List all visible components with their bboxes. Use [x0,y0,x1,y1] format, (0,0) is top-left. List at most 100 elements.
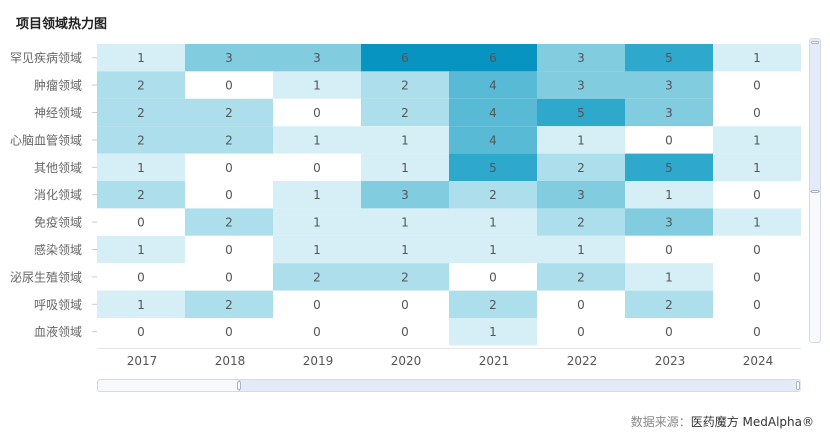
heatmap-cell-value: 1 [137,243,145,257]
heatmap-cell [185,290,273,318]
y-axis-label: 血液领域 [34,324,82,339]
heatmap-cell [713,290,801,318]
heatmap-cell-value: 2 [577,270,585,284]
heatmap-cell [625,208,713,236]
heatmap-cell [97,290,185,318]
heatmap-cell-value: 0 [137,216,145,230]
heatmap-cell-value: 0 [225,270,233,284]
heatmap-cell-value: 2 [665,298,673,312]
heatmap-cell [97,263,185,291]
heatmap-cell-value: 3 [313,51,321,65]
heatmap-cell-value: 0 [753,106,761,120]
heatmap-cell [97,44,185,72]
heatmap-cell-value: 3 [665,216,673,230]
heatmap-cell-value: 1 [665,188,673,202]
heatmap-cell [361,263,449,291]
heatmap-cell [273,318,361,346]
heatmap-cell [713,98,801,127]
heatmap-cell-value: 2 [137,188,145,202]
horizontal-zoom-handle-left[interactable] [237,381,241,390]
heatmap-cell [713,126,801,154]
heatmap-cell-value: 1 [401,133,409,147]
y-axis-label: 呼吸领域 [34,298,82,312]
heatmap-cell [361,71,449,99]
heatmap-cell [273,153,361,181]
heatmap-cell-value: 1 [753,51,761,65]
heatmap-cell [625,181,713,209]
heatmap-cell-value: 0 [577,298,585,312]
heatmap-cell-value: 1 [665,270,673,284]
heatmap-cell [713,44,801,72]
horizontal-zoom-thumb[interactable] [239,380,801,391]
x-axis-label: 2023 [655,354,686,368]
horizontal-zoom-scrollbar[interactable] [97,379,801,392]
heatmap-cell-value: 1 [137,298,145,312]
heatmap-cell-value: 2 [137,133,145,147]
heatmap-cell [97,71,185,99]
x-axis-label: 2021 [479,354,510,368]
heatmap-cell [361,235,449,264]
y-axis-label: 肿瘤领域 [34,78,82,93]
heatmap-cell [449,44,537,72]
y-axis-label: 免疫领域 [34,215,82,230]
vertical-zoom-scrollbar[interactable] [809,38,821,343]
heatmap-cell-value: 5 [665,161,673,175]
heatmap-cell [537,126,625,154]
heatmap-cell [449,208,537,236]
heatmap-cell [185,181,273,209]
heatmap-cell [185,44,273,72]
heatmap-cell-value: 1 [313,79,321,93]
heatmap-cell [185,208,273,236]
source-label: 数据来源： [630,415,691,429]
heatmap-cell [273,126,361,154]
x-axis-label: 2017 [127,354,158,368]
x-axis-label: 2019 [303,354,334,368]
heatmap-cell [537,290,625,318]
heatmap-cell-value: 0 [665,243,673,257]
heatmap-cell [625,318,713,346]
heatmap-cell [273,181,361,209]
y-axis-label: 泌尿生殖领域 [10,269,82,284]
heatmap-cell [625,263,713,291]
heatmap-cell-value: 0 [313,161,321,175]
heatmap-cell [361,153,449,181]
heatmap-cell [273,98,361,127]
heatmap-cell [97,318,185,346]
vertical-zoom-handle-top[interactable] [811,41,819,44]
heatmap-cell [625,126,713,154]
vertical-zoom-handle-bottom[interactable] [811,190,819,193]
horizontal-zoom-handle-right[interactable] [796,381,800,390]
heatmap-cell [713,153,801,181]
x-axis-label: 2020 [391,354,422,368]
heatmap-cell [537,208,625,236]
heatmap-cell [185,153,273,181]
heatmap-cell [361,44,449,72]
heatmap-cell [713,318,801,346]
heatmap-cell [537,71,625,99]
heatmap-cell [273,235,361,264]
heatmap-cell [449,71,537,99]
heatmap-cell-value: 2 [577,161,585,175]
heatmap-cell [625,290,713,318]
heatmap-cell-value: 2 [401,79,409,93]
heatmap-cell [361,181,449,209]
y-axis-label: 消化领域 [34,188,82,202]
heatmap-cell-value: 1 [401,243,409,257]
heatmap-cell-value: 2 [225,216,233,230]
heatmap-cell [185,126,273,154]
heatmap-cell-value: 0 [313,325,321,339]
heatmap-cell [273,71,361,99]
heatmap-cell [273,44,361,72]
heatmap-cell-value: 0 [665,325,673,339]
heatmap-cell-value: 4 [489,79,497,93]
heatmap-cell [449,318,537,346]
heatmap-cell [625,235,713,264]
heatmap-cell-value: 1 [401,216,409,230]
y-axis-label: 罕见疾病领域 [10,50,82,65]
heatmap-cell-value: 1 [753,161,761,175]
heatmap-cell-value: 2 [225,133,233,147]
heatmap-cell-value: 1 [313,216,321,230]
heatmap-cell [713,71,801,99]
vertical-zoom-thumb[interactable] [810,39,820,192]
